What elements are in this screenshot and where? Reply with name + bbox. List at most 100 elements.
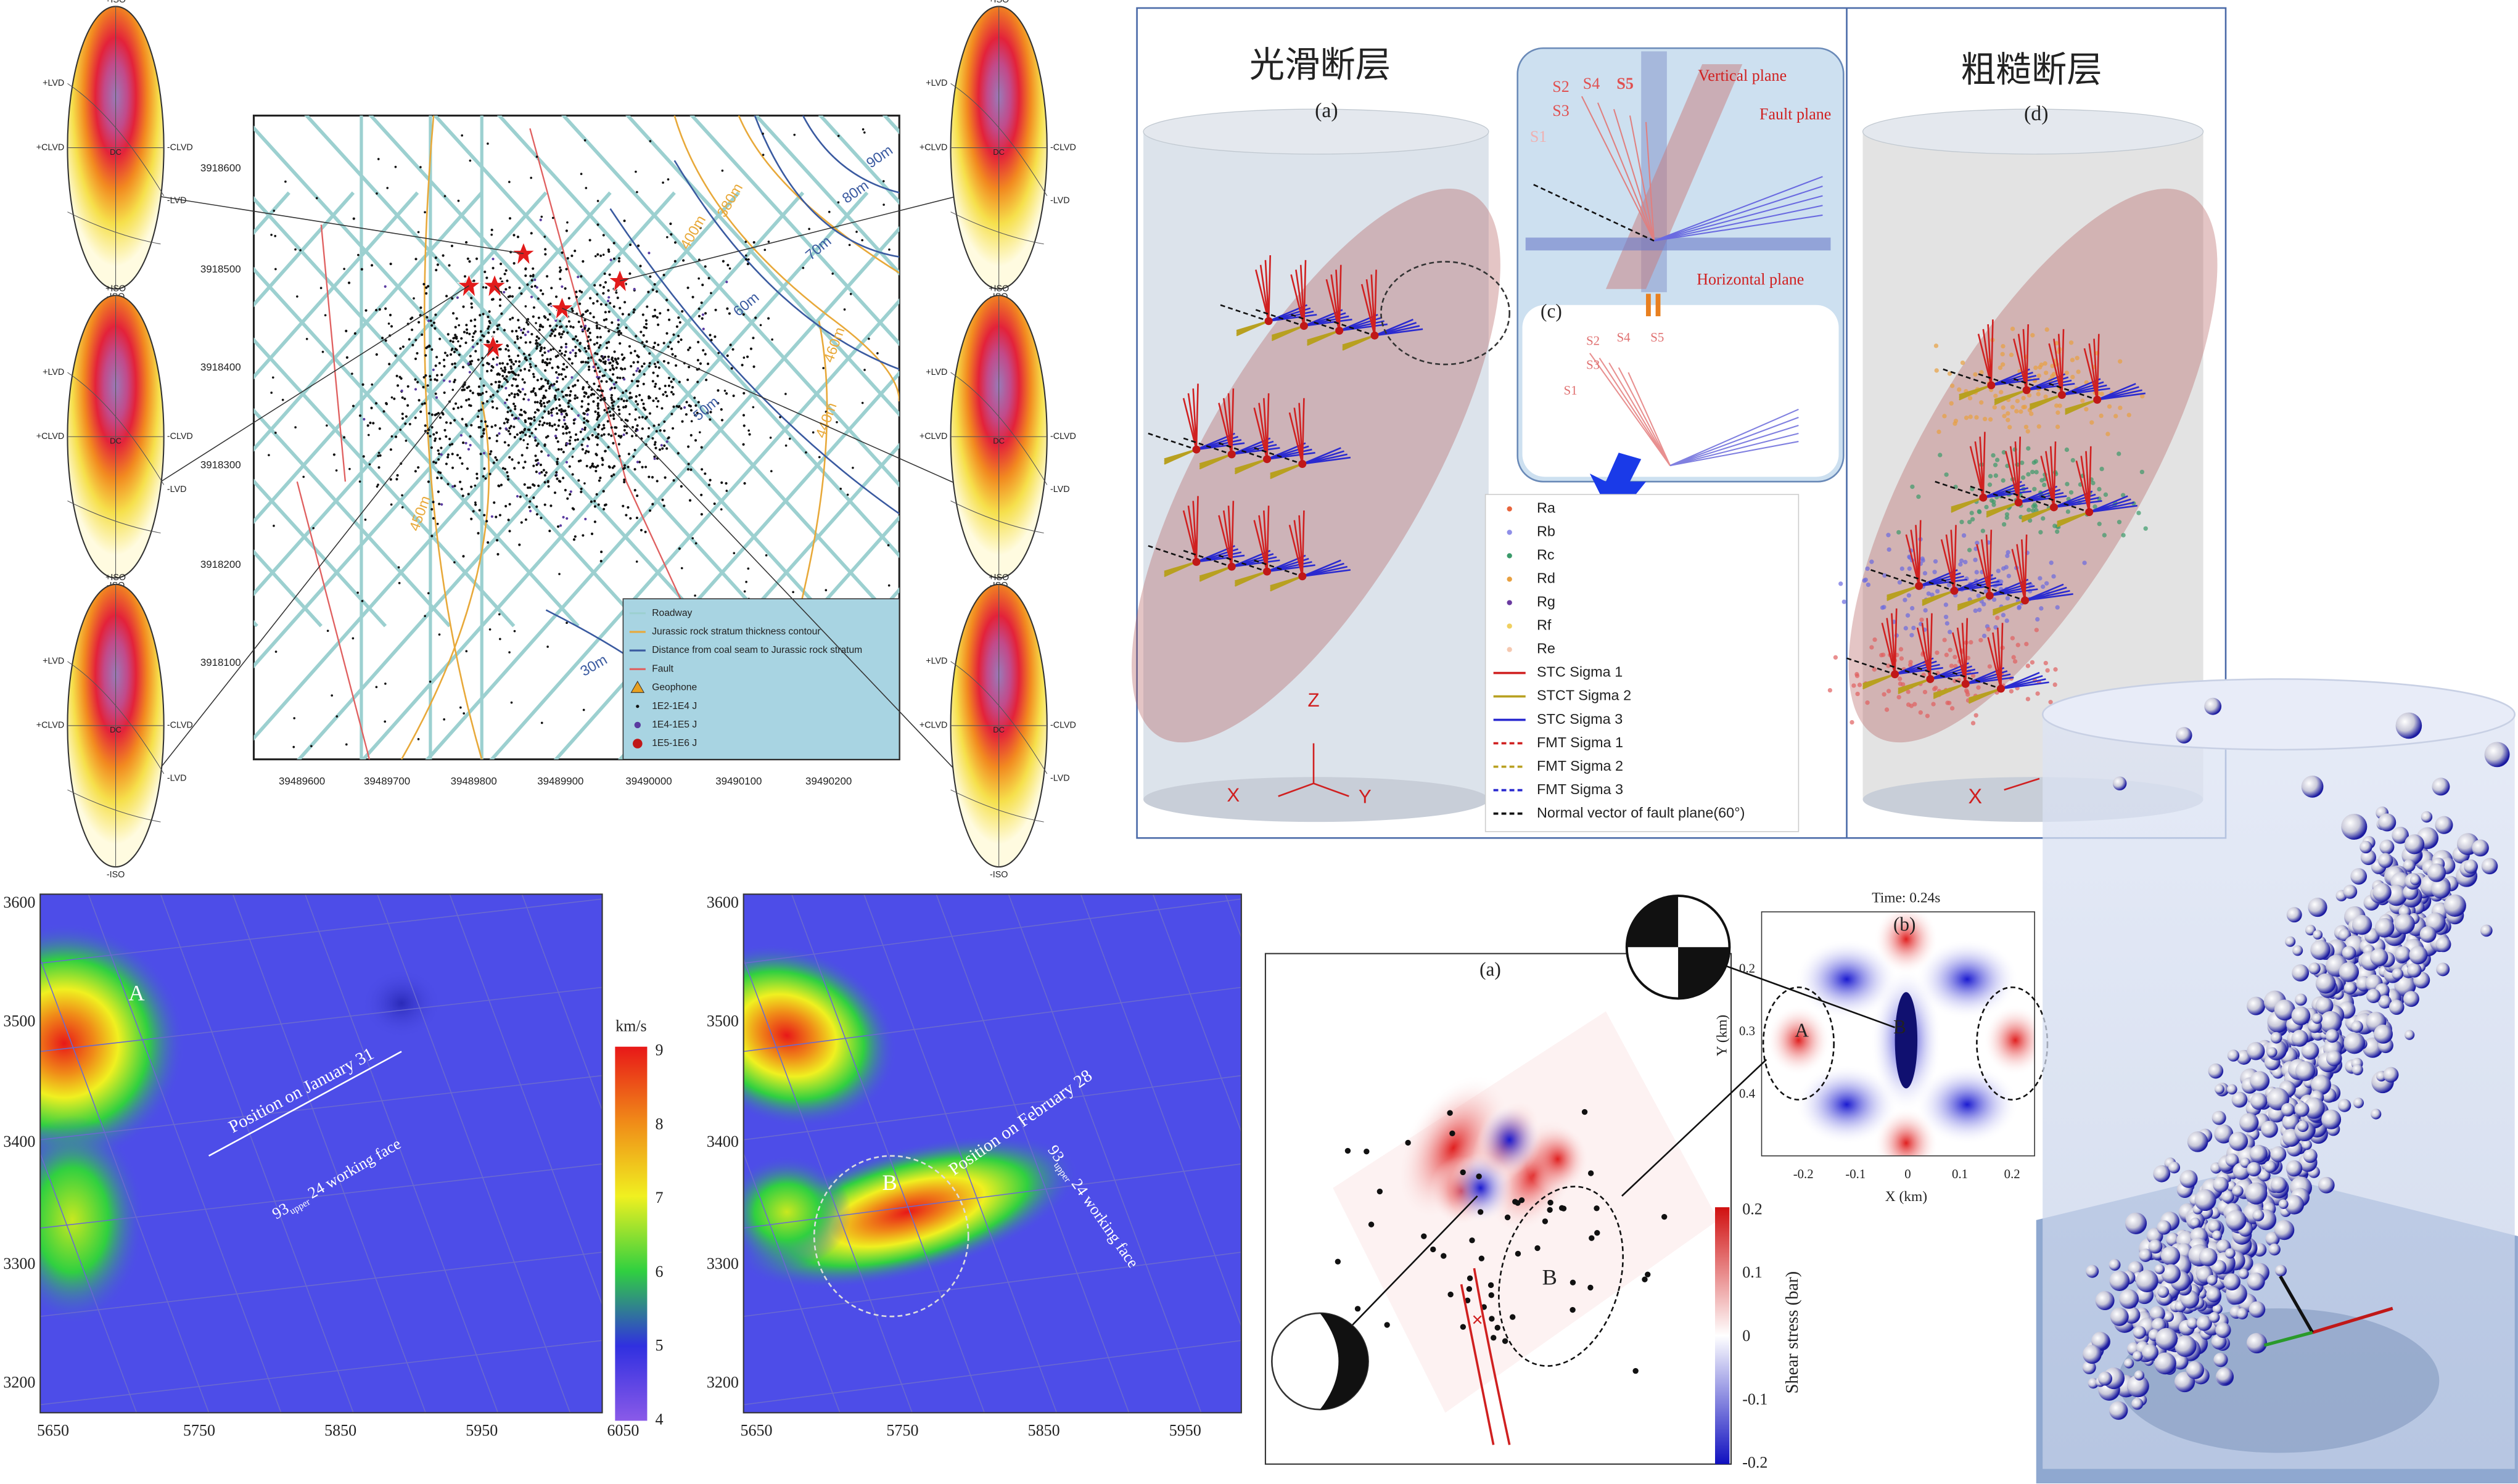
rough-event	[2084, 407, 2089, 412]
event	[868, 337, 870, 340]
sigma1	[1267, 255, 1272, 321]
event	[366, 424, 369, 427]
rough-event	[1880, 605, 1885, 610]
event	[571, 310, 574, 313]
aftershock	[1488, 1292, 1494, 1298]
event	[482, 432, 485, 435]
sigma1	[2053, 338, 2063, 395]
event	[474, 501, 477, 504]
event	[503, 441, 506, 444]
normal-vector	[2049, 383, 2098, 401]
event	[401, 345, 405, 348]
event	[598, 389, 601, 392]
sigma3	[2062, 387, 2110, 396]
event-sphere	[2207, 1274, 2218, 1285]
event	[662, 181, 664, 184]
event-sphere	[2125, 1212, 2147, 1234]
event	[634, 408, 637, 411]
rough-event	[2043, 394, 2048, 400]
sigma3	[1991, 378, 2040, 387]
velocity-anomaly	[361, 968, 442, 1039]
map-frame	[743, 893, 1242, 1414]
event	[585, 464, 588, 468]
rough-event	[1899, 566, 1904, 572]
sigma3	[1196, 554, 1245, 563]
rough-event	[1855, 691, 1860, 697]
event-sphere	[2339, 962, 2360, 982]
event	[535, 322, 537, 324]
lune-grid	[950, 789, 1044, 822]
event	[588, 365, 591, 369]
event	[602, 424, 606, 427]
event	[554, 388, 557, 391]
event	[607, 300, 610, 303]
roadway	[40, 1163, 603, 1229]
event	[574, 383, 577, 387]
event-sphere	[2270, 1146, 2287, 1163]
fault-trace	[1460, 1284, 1495, 1445]
event	[587, 356, 590, 360]
event	[527, 330, 530, 334]
event	[849, 293, 852, 295]
rough-event	[2038, 576, 2043, 581]
event	[640, 330, 643, 334]
event	[358, 414, 362, 417]
event	[482, 335, 485, 338]
event	[596, 418, 599, 421]
event	[587, 450, 590, 453]
event	[672, 393, 675, 396]
legend-dot	[1507, 647, 1512, 652]
event-sphere	[2213, 1176, 2229, 1193]
rough-event	[1854, 673, 1860, 678]
event	[345, 743, 348, 746]
event-sphere	[2295, 1061, 2316, 1081]
event	[421, 333, 424, 336]
rough-event	[1969, 640, 1973, 645]
event	[559, 320, 561, 322]
rough-event	[2030, 508, 2036, 513]
event	[534, 439, 537, 442]
event	[599, 477, 602, 480]
event	[430, 507, 434, 511]
roadway	[743, 1075, 1241, 1141]
sigma1	[1182, 510, 1198, 562]
event	[606, 411, 609, 414]
rough-event	[2024, 641, 2029, 647]
rough-event	[1983, 589, 1988, 594]
event	[595, 453, 598, 456]
event	[599, 398, 603, 402]
event	[598, 346, 601, 349]
connector	[1329, 1195, 1478, 1350]
stress-field	[1333, 1011, 1719, 1445]
sigma1	[1255, 269, 1270, 322]
event	[609, 414, 612, 417]
axis-label: X	[1969, 785, 1983, 808]
event	[589, 312, 592, 315]
event-sphere	[2378, 813, 2397, 832]
rough-event	[1987, 482, 1993, 487]
event	[482, 401, 485, 405]
event	[527, 417, 530, 420]
sigma1	[2016, 544, 2026, 601]
event	[639, 264, 642, 268]
event	[549, 348, 553, 351]
event	[741, 364, 744, 367]
event	[656, 405, 659, 408]
rough-event	[1931, 702, 1936, 707]
stress-label: S1	[1564, 383, 1578, 398]
aftershock	[1335, 1258, 1341, 1265]
event	[625, 389, 628, 392]
event	[609, 258, 612, 261]
map-frame	[1761, 911, 2035, 1157]
event	[548, 424, 551, 427]
fault-plane	[1131, 189, 1500, 743]
event	[470, 485, 473, 488]
event	[598, 424, 601, 427]
event	[604, 311, 607, 314]
event	[673, 241, 677, 244]
event	[543, 503, 546, 506]
event	[556, 376, 559, 379]
event-sphere	[2199, 1248, 2218, 1266]
event	[839, 487, 842, 490]
event	[687, 462, 690, 465]
